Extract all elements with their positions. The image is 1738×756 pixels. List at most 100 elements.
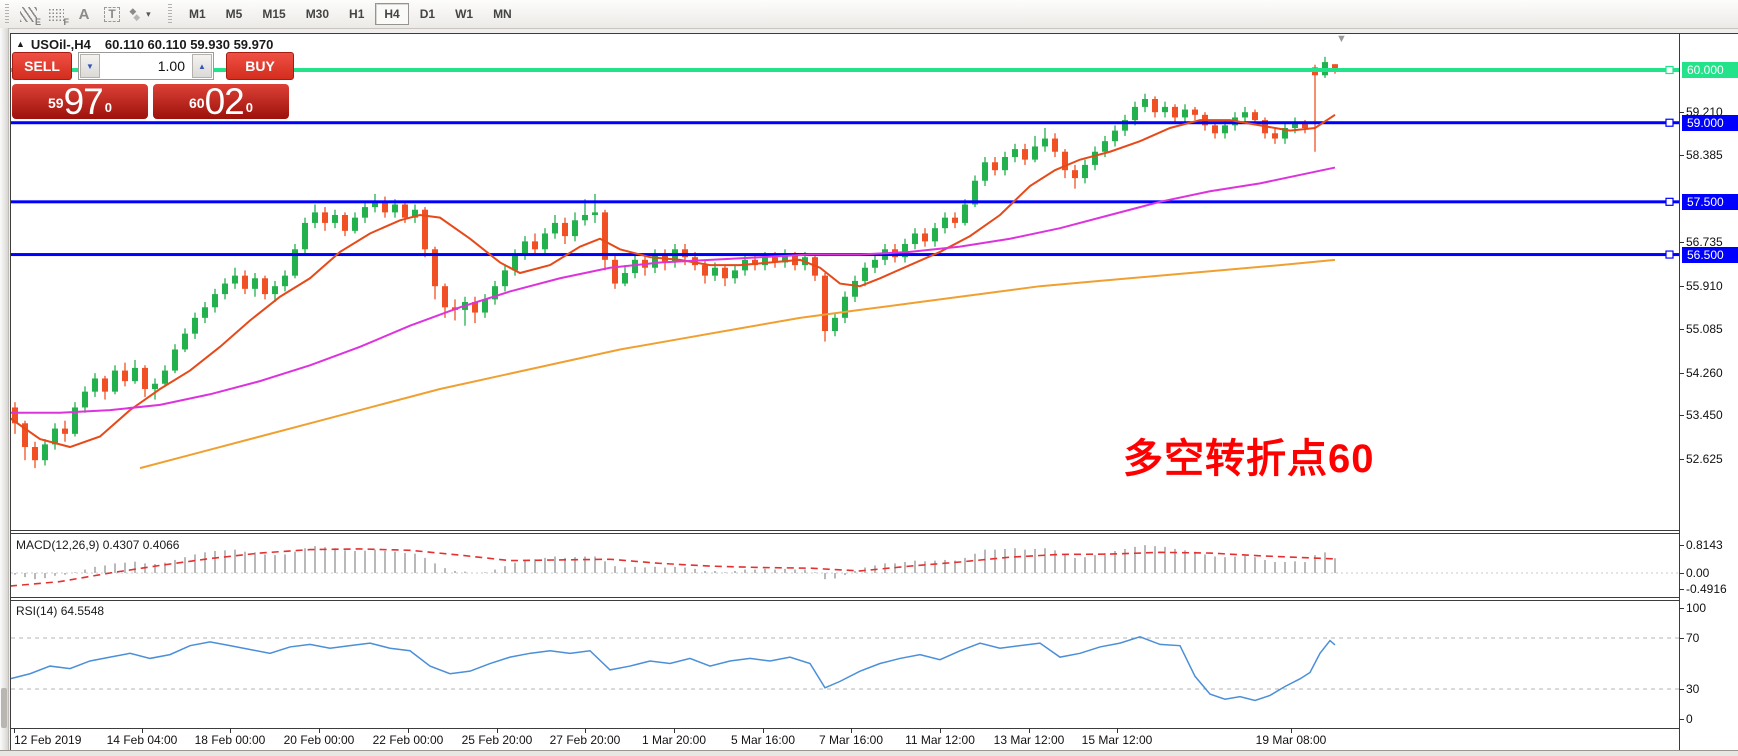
time-axis-label: 13 Mar 12:00 xyxy=(993,733,1065,747)
timeframe-h1[interactable]: H1 xyxy=(349,7,365,21)
price-tick xyxy=(1679,459,1684,460)
macd-tick xyxy=(1679,573,1684,574)
timeframe-m15[interactable]: M15 xyxy=(262,7,286,21)
rsi-axis-label: 30 xyxy=(1686,682,1700,696)
sell-price-big-figure: 59 xyxy=(48,95,64,111)
sell-price-fraction: 0 xyxy=(104,100,112,115)
price-axis-label: 55.085 xyxy=(1686,322,1723,336)
chart-left-border xyxy=(10,33,11,750)
toolbar: E F A T ◆ ◆ ▾ M1 M5 M15 M30 H1 H4 D1 W1 MN xyxy=(0,0,1738,29)
timeframe-m5[interactable]: M5 xyxy=(225,7,243,21)
buy-price-fraction: 0 xyxy=(245,100,253,115)
rsi-pane-canvas[interactable] xyxy=(11,601,1679,728)
macd-axis-label: -0.4916 xyxy=(1686,582,1727,596)
time-tick xyxy=(230,728,231,733)
price-tick xyxy=(1679,112,1684,113)
text-label-icon[interactable]: T xyxy=(99,3,125,25)
main-macd-separator-a[interactable] xyxy=(10,530,1680,531)
timeframe-m1[interactable]: M1 xyxy=(189,7,206,21)
toolbar-icons: E F A T ◆ ◆ ▾ xyxy=(14,3,154,27)
macd-axis-label: 0.8143 xyxy=(1686,538,1723,552)
time-tick xyxy=(1029,728,1030,733)
arrow-tools-icon[interactable]: ◆ ◆ ▾ xyxy=(129,5,151,22)
price-axis-label: 58.385 xyxy=(1686,148,1723,162)
quote-header: ▲ USOil-,H4 60.110 60.110 59.930 59.970 xyxy=(16,37,273,52)
left-scrollbar-thumb[interactable] xyxy=(1,688,7,728)
time-axis-label: 12 Feb 2019 xyxy=(14,733,82,747)
time-axis-label: 18 Feb 00:00 xyxy=(194,733,266,747)
time-axis-label: 11 Mar 12:00 xyxy=(905,733,975,747)
time-tick xyxy=(674,728,675,733)
main-chart-canvas[interactable] xyxy=(11,34,1679,530)
fibonacci-grid-icon[interactable]: F xyxy=(43,3,69,27)
rsi-axis-label: 100 xyxy=(1686,601,1707,615)
buy-price-big-figure: 60 xyxy=(189,95,205,111)
window-bottom-edge xyxy=(0,750,1738,756)
dropdown-caret-icon: ▾ xyxy=(146,8,151,19)
rsi-tick xyxy=(1679,608,1684,609)
buy-price-display[interactable]: 60 02 0 xyxy=(153,83,289,120)
chart-top-border xyxy=(10,33,1738,34)
price-axis-line xyxy=(1679,33,1680,750)
toolbar-grip-2[interactable] xyxy=(168,4,172,24)
time-tick xyxy=(497,728,498,733)
price-tick xyxy=(1679,329,1684,330)
price-level-label-56.500: 56.500 xyxy=(1682,247,1738,263)
rsi-line xyxy=(11,635,1336,702)
time-tick xyxy=(14,728,15,733)
sell-button[interactable]: SELL xyxy=(12,52,72,80)
macd-signal-line xyxy=(11,548,1336,587)
toolbar-grip[interactable] xyxy=(5,4,9,24)
time-axis-label: 7 Mar 16:00 xyxy=(818,733,884,747)
price-axis-label: 56.735 xyxy=(1686,235,1723,249)
price-level-label-57.500: 57.500 xyxy=(1682,194,1738,210)
time-tick xyxy=(319,728,320,733)
trendline-expert-icon[interactable]: E xyxy=(15,3,41,27)
chart-background xyxy=(11,34,1738,750)
timeframe-m30[interactable]: M30 xyxy=(305,7,330,21)
timeframe-d1[interactable]: D1 xyxy=(419,7,436,21)
volume-increase-button[interactable]: ▲ xyxy=(192,54,212,78)
price-level-label-60.000: 60.000 xyxy=(1682,62,1738,78)
timeframe-mn[interactable]: MN xyxy=(493,7,512,21)
price-axis-label: 53.450 xyxy=(1686,408,1723,422)
volume-input[interactable]: 1.00 xyxy=(157,58,185,74)
price-tick xyxy=(1679,155,1684,156)
timeframe-h4[interactable]: H4 xyxy=(375,3,409,25)
time-tick xyxy=(940,728,941,733)
ma-fast-red xyxy=(11,113,1336,449)
chart-annotation-text[interactable]: 多空转折点60 xyxy=(1123,437,1375,481)
chart-shift-marker-icon[interactable]: ▼ xyxy=(1336,33,1347,45)
volume-stepper: ▼ 1.00 ▲ xyxy=(78,52,214,80)
macd-rsi-separator-a[interactable] xyxy=(10,597,1680,598)
time-axis-label: 25 Feb 20:00 xyxy=(461,733,533,747)
sell-price-pips: 97 xyxy=(63,81,104,122)
macd-pane-canvas[interactable] xyxy=(11,534,1679,597)
candles xyxy=(12,56,1338,469)
time-tick xyxy=(763,728,764,733)
rsi-axis-label: 0 xyxy=(1686,712,1693,726)
timeframe-group: M1 M5 M15 M30 H1 H4 D1 W1 MN xyxy=(179,3,522,25)
ma-slow-orange xyxy=(139,258,1336,470)
collapse-triangle-icon[interactable]: ▲ xyxy=(16,39,25,49)
time-tick xyxy=(408,728,409,733)
timeframe-w1[interactable]: W1 xyxy=(455,7,474,21)
price-axis-label: 55.910 xyxy=(1686,279,1723,293)
main-macd-separator-b[interactable] xyxy=(10,533,1680,534)
time-axis-label: 14 Feb 04:00 xyxy=(106,733,178,747)
rsi-tick xyxy=(1679,719,1684,720)
rsi-axis-label: 70 xyxy=(1686,631,1700,645)
macd-rsi-separator-b[interactable] xyxy=(10,600,1680,601)
left-scrollbar[interactable] xyxy=(0,28,9,750)
time-axis-label: 22 Feb 00:00 xyxy=(372,733,444,747)
text-icon[interactable]: A xyxy=(78,5,90,23)
sell-price-display[interactable]: 59 97 0 xyxy=(12,81,148,122)
macd-label: MACD(12,26,9) 0.4307 0.4066 xyxy=(16,538,180,552)
time-axis-label: 20 Feb 00:00 xyxy=(283,733,355,747)
volume-decrease-button[interactable]: ▼ xyxy=(80,54,100,78)
price-level-label-59.000: 59.000 xyxy=(1682,115,1738,131)
time-axis-label: 15 Mar 12:00 xyxy=(1081,733,1153,747)
buy-button[interactable]: BUY xyxy=(226,52,294,80)
macd-histogram xyxy=(14,545,1336,580)
